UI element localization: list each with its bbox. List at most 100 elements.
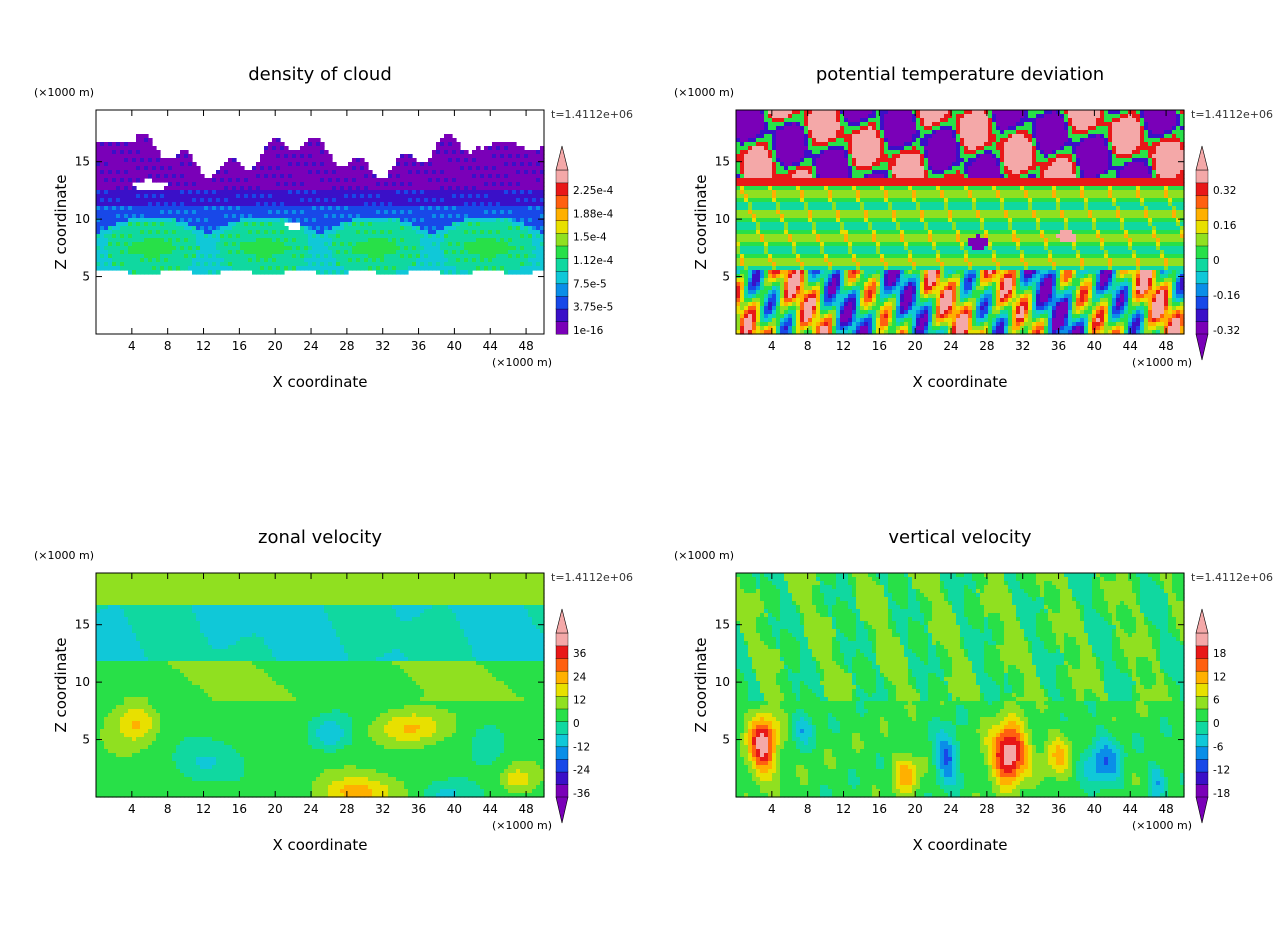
field-cell <box>256 178 261 183</box>
field-cell <box>496 150 501 155</box>
field-cell <box>508 226 513 231</box>
field-cell <box>224 226 229 231</box>
field-cell <box>944 150 949 155</box>
field-cell <box>444 154 449 159</box>
field-cell <box>108 246 113 251</box>
field-cell <box>188 162 193 167</box>
field-cell <box>248 206 253 211</box>
field-cell <box>396 258 401 263</box>
field-cell <box>240 214 245 219</box>
field-cell <box>1056 142 1061 147</box>
field-cell <box>112 254 117 259</box>
field-cell <box>364 170 369 175</box>
field-cell <box>416 266 421 271</box>
field-cell <box>252 206 257 211</box>
field-cell <box>832 134 837 139</box>
field-cell <box>736 150 741 155</box>
field-cell <box>1132 142 1137 147</box>
field-cell <box>444 230 449 235</box>
field-cell <box>736 126 741 131</box>
field-cell <box>284 182 289 187</box>
field-cell <box>288 170 293 175</box>
field-cell <box>840 154 845 159</box>
field-cell <box>416 174 421 179</box>
field-cell <box>332 254 337 259</box>
field-cell <box>412 246 417 251</box>
field-cell <box>964 150 969 155</box>
field-cell <box>124 250 129 255</box>
field-cell <box>940 118 945 123</box>
field-cell <box>236 194 241 199</box>
field-cell <box>232 242 237 247</box>
field-cell <box>924 118 929 123</box>
field-cell <box>1020 150 1025 155</box>
field-cell <box>216 254 221 259</box>
field-cell <box>748 142 753 147</box>
field-cell <box>512 162 517 167</box>
field-cell <box>152 166 157 171</box>
field-cell <box>516 234 521 239</box>
field-cell <box>376 222 381 227</box>
field-cell <box>340 242 345 247</box>
field-cell <box>260 206 265 211</box>
field-cell <box>916 142 921 147</box>
field-cell <box>444 146 449 151</box>
field-cell <box>1100 138 1105 143</box>
field-cell <box>452 258 457 263</box>
field-cell <box>180 218 185 223</box>
field-cell <box>1128 146 1133 151</box>
field-cell <box>424 254 429 259</box>
field-cell <box>916 114 921 119</box>
field-cell <box>244 266 249 271</box>
field-cell <box>908 154 913 159</box>
field-cell <box>520 246 525 251</box>
field-cell <box>844 166 849 171</box>
field-cell <box>276 206 281 211</box>
field-cell <box>140 234 145 239</box>
field-cell <box>148 254 153 259</box>
field-cell <box>136 162 141 167</box>
field-cell <box>916 130 921 135</box>
field-cell <box>176 222 181 227</box>
field-cell <box>504 234 509 239</box>
field-cell <box>448 226 453 231</box>
field-cell <box>976 150 981 155</box>
field-cell <box>264 246 269 251</box>
field-cell <box>516 238 521 243</box>
field-cell <box>440 262 445 267</box>
field-cell <box>776 122 781 127</box>
field-cell <box>240 198 245 203</box>
field-cell <box>884 162 889 167</box>
field-cell <box>380 210 385 215</box>
field-cell <box>160 242 165 247</box>
field-cell <box>444 158 449 163</box>
field-cell <box>1040 114 1045 119</box>
field-cell <box>204 198 209 203</box>
field-cell <box>900 146 905 151</box>
field-cell <box>436 166 441 171</box>
field-cell <box>420 254 425 259</box>
field-cell <box>748 166 753 171</box>
field-cell <box>408 246 413 251</box>
field-cell <box>100 162 105 167</box>
field-cell <box>1044 118 1049 123</box>
field-cell <box>764 110 769 115</box>
field-cell <box>1128 138 1133 143</box>
field-cell <box>184 162 189 167</box>
field-cell <box>884 150 889 155</box>
field-cell <box>416 178 421 183</box>
field-cell <box>228 206 233 211</box>
field-cell <box>512 238 517 243</box>
field-cell <box>220 178 225 183</box>
field-cell <box>892 134 897 139</box>
field-cell <box>1144 130 1149 135</box>
field-cell <box>332 250 337 255</box>
field-cell <box>240 194 245 199</box>
field-cell <box>520 218 525 223</box>
field-cell <box>252 210 257 215</box>
field-cell <box>124 178 129 183</box>
field-cell <box>912 146 917 151</box>
field-cell <box>336 214 341 219</box>
field-cell <box>932 110 937 115</box>
field-cell <box>324 202 329 207</box>
